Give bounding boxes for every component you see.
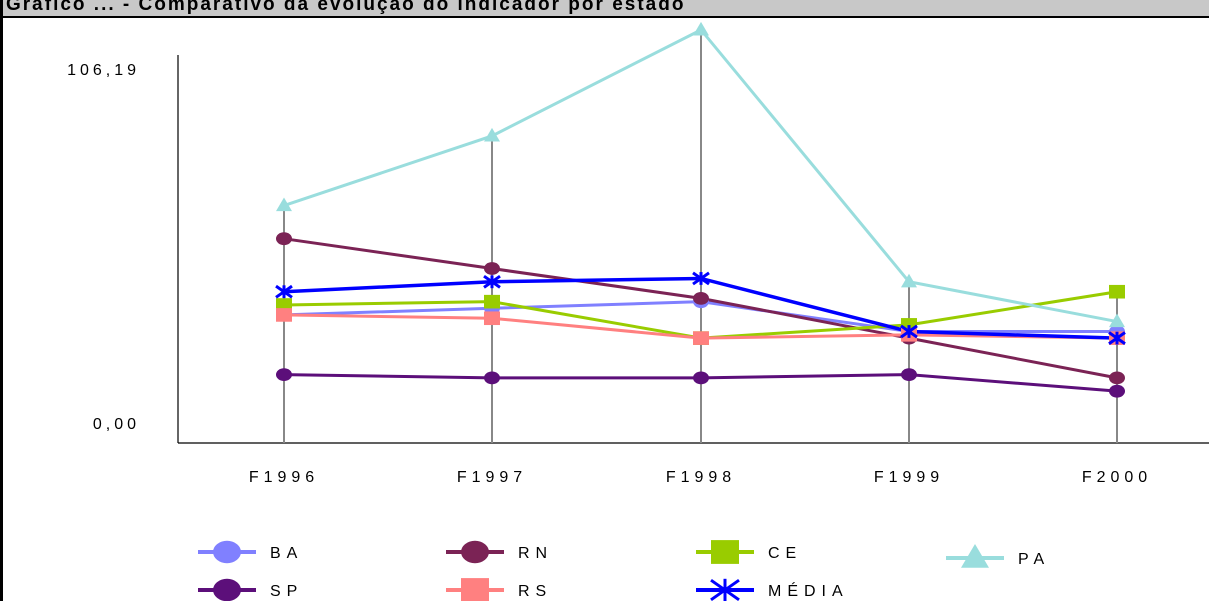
legend-label: RN xyxy=(518,545,553,562)
series-point xyxy=(484,127,500,142)
x-tick-label: F1996 xyxy=(249,469,319,486)
legend-entry: RS xyxy=(446,578,552,601)
legend-entry: RN xyxy=(446,540,553,564)
series-point xyxy=(901,273,917,288)
series-point xyxy=(693,371,709,385)
series-point xyxy=(275,284,293,299)
series-point xyxy=(693,331,709,345)
legend-label: MÉDIA xyxy=(768,581,849,600)
legend-entry: PA xyxy=(946,544,1050,568)
series-point xyxy=(901,368,917,381)
chart-title-bar: Gráfico ... - Comparativo da evolução do… xyxy=(0,0,1209,18)
series-point xyxy=(484,371,500,385)
series-point xyxy=(693,291,709,305)
series-point xyxy=(461,540,489,564)
series-point xyxy=(461,578,489,601)
legend-entry: MÉDIA xyxy=(696,578,849,601)
legend-entry: BA xyxy=(198,540,303,564)
legend-label: SP xyxy=(270,583,303,600)
series-point xyxy=(692,271,710,286)
series-point xyxy=(484,294,500,309)
y-tick-label: 106,19 xyxy=(67,62,140,79)
series-point xyxy=(276,197,292,212)
series-point xyxy=(276,308,292,322)
legend-entry: SP xyxy=(198,578,303,601)
y-tick-label: 0,00 xyxy=(93,416,140,433)
series-point xyxy=(711,540,739,564)
series-point xyxy=(900,324,918,339)
series-point xyxy=(484,311,500,326)
series-point xyxy=(484,262,500,275)
x-tick-label: F1999 xyxy=(874,469,944,486)
legend-label: PA xyxy=(1018,551,1050,568)
legend-label: CE xyxy=(768,545,802,562)
series-point xyxy=(710,578,740,601)
series-point xyxy=(483,274,501,289)
chart-title: Gráfico ... - Comparativo da evolução do… xyxy=(6,0,686,15)
legend-label: BA xyxy=(270,545,303,562)
series-point xyxy=(1109,284,1125,299)
series-point xyxy=(276,368,292,381)
x-tick-label: F2000 xyxy=(1082,469,1152,486)
series-point xyxy=(961,544,989,568)
series-point xyxy=(276,232,292,246)
legend-entry: CE xyxy=(696,540,802,564)
series-point xyxy=(1109,384,1125,398)
x-tick-label: F1998 xyxy=(666,469,736,486)
series-point xyxy=(693,21,709,36)
series-point xyxy=(213,578,241,601)
series-point xyxy=(1109,371,1125,385)
series-point xyxy=(1109,313,1125,328)
series-point xyxy=(1108,331,1126,345)
legend-label: RS xyxy=(518,583,552,600)
x-tick-label: F1997 xyxy=(457,469,527,486)
frame-left-border xyxy=(0,0,3,601)
series-point xyxy=(213,540,241,564)
